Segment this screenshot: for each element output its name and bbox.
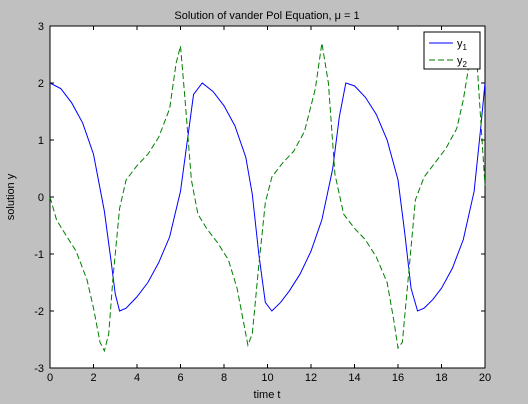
legend-box	[423, 31, 481, 70]
legend-label-main: y	[457, 55, 463, 67]
x-axis-label: time t	[254, 389, 281, 401]
legend-label-main: y	[457, 38, 463, 50]
y-tick-label: 3	[38, 21, 44, 33]
y-tick-label: -2	[34, 306, 44, 318]
y-tick-label: 1	[38, 135, 44, 147]
x-tick-label: 14	[348, 372, 360, 384]
chart-title: Solution of vander Pol Equation, μ = 1	[174, 10, 359, 22]
x-tick-label: 18	[435, 372, 447, 384]
y-axis-label: solution y	[5, 173, 17, 220]
x-tick-label: 20	[479, 372, 491, 384]
series-layer	[49, 43, 486, 353]
legend-label-y1: y1	[457, 38, 468, 52]
y-tick-label: -3	[34, 363, 44, 375]
x-tick-label: 0	[47, 372, 53, 384]
series-line-y1	[49, 82, 486, 312]
legend-label-y2: y2	[457, 55, 468, 69]
legend: y1 y2	[423, 31, 481, 70]
y-tick-label: 0	[38, 192, 44, 204]
plot-area	[49, 25, 486, 369]
x-tick-label: 8	[221, 372, 227, 384]
x-tick-label: 4	[134, 372, 140, 384]
y-tick-label: -1	[34, 249, 44, 261]
legend-label-subscript: 1	[463, 43, 468, 52]
y-tick-label: 2	[38, 78, 44, 90]
x-tick-label: 10	[261, 372, 273, 384]
x-tick-label: 6	[177, 372, 183, 384]
x-tick-label: 16	[392, 372, 404, 384]
x-tick-label: 2	[90, 372, 96, 384]
x-tick-label: 12	[305, 372, 317, 384]
legend-label-subscript: 2	[463, 60, 468, 69]
